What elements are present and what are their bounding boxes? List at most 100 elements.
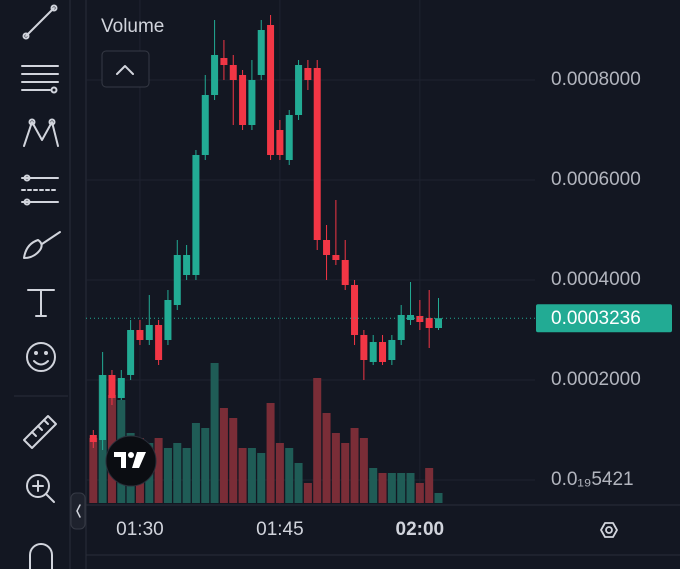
candle-body — [397, 315, 405, 340]
candle-body — [99, 375, 107, 440]
candle-body — [201, 95, 209, 155]
volume-bar — [303, 483, 312, 503]
candle-body — [89, 435, 97, 442]
toolbar — [14, 0, 71, 569]
volume-bar — [210, 363, 219, 503]
volume-bar — [406, 473, 415, 503]
fib-tool[interactable] — [21, 65, 59, 94]
volume-bar — [154, 438, 163, 503]
candle-body — [351, 285, 359, 335]
x-tick-label: 01:45 — [256, 519, 304, 540]
volume-bar — [387, 473, 396, 503]
volume-bar — [163, 448, 172, 503]
candle-body — [295, 65, 303, 115]
volume-bar — [350, 428, 359, 503]
y-tick-label: 0.0002000 — [551, 369, 641, 390]
volume-bar — [247, 448, 256, 503]
candle-body — [267, 25, 275, 155]
candle-body — [183, 255, 191, 275]
y-tick-label: 0.0008000 — [551, 69, 641, 90]
volume-bar — [331, 433, 340, 503]
volume-bar — [425, 468, 434, 503]
legend-toggle-arrow — [116, 65, 134, 75]
candle-body — [360, 335, 368, 360]
emoji-tool[interactable] — [26, 342, 56, 372]
legend-toggle[interactable] — [101, 50, 150, 88]
magnet-tool[interactable] — [29, 543, 53, 569]
candle-body — [332, 255, 340, 260]
candle-body — [173, 255, 181, 305]
candle-body — [276, 130, 284, 155]
candle-body — [285, 115, 293, 160]
volume-bar — [285, 448, 294, 503]
brush-tool[interactable] — [23, 231, 61, 259]
volume-bar — [275, 443, 284, 503]
volume-bar — [182, 448, 191, 503]
volume-bar — [294, 463, 303, 503]
candle-body — [369, 342, 377, 362]
candle-body — [145, 325, 153, 340]
candle-body — [313, 68, 321, 240]
volume-bar — [238, 448, 247, 503]
candle-body — [192, 155, 200, 275]
candle-body — [379, 342, 387, 362]
candle-body — [323, 240, 331, 255]
collapse-arrow — [76, 504, 81, 518]
pattern-tool[interactable] — [23, 118, 59, 147]
volume-bar — [173, 443, 182, 503]
x-tick-label: 01:30 — [116, 519, 164, 540]
candle-body — [220, 58, 228, 65]
candle-body — [416, 316, 424, 322]
volume-bar — [266, 403, 275, 503]
trend-line-tool[interactable] — [22, 4, 58, 40]
volume-bar — [89, 438, 98, 503]
volume-bar — [369, 468, 378, 503]
y-tick-label: 0.0004000 — [551, 269, 641, 290]
candle-body — [239, 75, 247, 125]
y-tick-label: 0.0₁₉5421 — [551, 469, 634, 490]
candle-body — [341, 260, 349, 285]
volume-bar — [434, 493, 443, 503]
candle-body — [211, 55, 219, 95]
volume-bar — [219, 408, 228, 503]
volume-bar — [201, 428, 210, 503]
candle-body — [164, 300, 172, 340]
candle-body — [117, 378, 125, 398]
volume-bar — [415, 483, 424, 503]
x-tick-label: 02:00 — [396, 519, 445, 540]
zoom-tool[interactable] — [26, 474, 55, 503]
volume-bar — [313, 378, 322, 503]
volume-bar — [229, 418, 238, 503]
candle-body — [155, 325, 163, 360]
candle-body — [248, 80, 256, 125]
candle-body — [435, 318, 443, 328]
last-price-label: 0.0003236 — [551, 308, 641, 329]
candle-body — [388, 340, 396, 360]
collapse-toolbar-button[interactable] — [70, 492, 86, 530]
volume-bar — [378, 473, 387, 503]
volume-bar — [191, 423, 200, 503]
forecast-tool[interactable] — [21, 174, 59, 206]
volume-legend: Volume — [101, 16, 164, 37]
volume-bar — [341, 443, 350, 503]
candle-body — [229, 65, 237, 80]
logo[interactable] — [105, 435, 157, 487]
settings-icon-center — [605, 526, 613, 534]
candle-body — [136, 330, 144, 340]
candle-body — [407, 315, 415, 320]
candle-body — [257, 30, 265, 75]
volume-bar — [322, 413, 331, 503]
volume-bar — [257, 453, 266, 503]
candle-body — [304, 68, 312, 80]
candle-body — [108, 375, 116, 398]
text-tool[interactable] — [27, 289, 55, 317]
settings-button[interactable] — [600, 522, 618, 538]
volume-bar — [397, 473, 406, 503]
last-price-box — [536, 304, 672, 333]
candle-body — [425, 318, 433, 328]
y-tick-label: 0.0006000 — [551, 169, 641, 190]
candle-body — [127, 330, 135, 375]
ruler-tool[interactable] — [23, 415, 57, 449]
